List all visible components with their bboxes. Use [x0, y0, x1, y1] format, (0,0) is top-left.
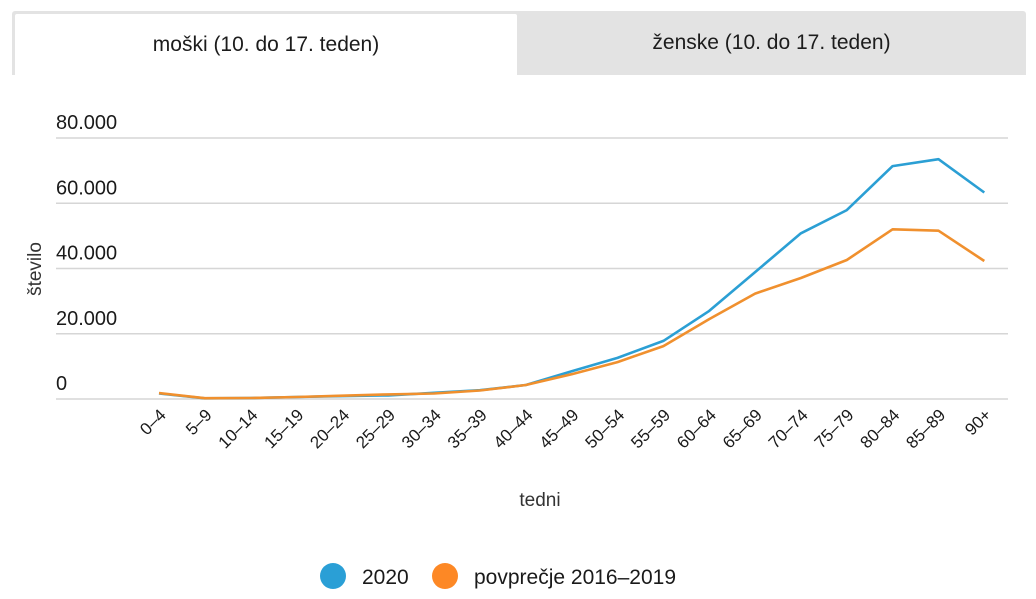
x-tick-label: 40–44 [490, 405, 537, 452]
x-tick-label: 10–14 [215, 405, 262, 452]
y-tick-label: 40.000 [56, 243, 117, 265]
x-tick-label: 75–79 [811, 405, 858, 452]
tab-bar: moški (10. do 17. teden) ženske (10. do … [12, 11, 1026, 75]
y-axis-title: število [25, 242, 46, 296]
x-tick-label: 35–39 [444, 405, 491, 452]
x-tick-label: 80–84 [857, 405, 904, 452]
series-lines [158, 157, 986, 400]
x-tick-label: 55–59 [627, 405, 674, 452]
y-tick-label: 0 [56, 373, 67, 395]
x-tick-label: 70–74 [765, 405, 812, 452]
x-tick-label: 20–24 [306, 405, 353, 452]
series-line-2020[interactable] [158, 157, 986, 400]
x-axis-title: tedni [519, 490, 560, 511]
series-line-povprecje[interactable] [158, 228, 986, 400]
legend-marker-2020[interactable] [320, 563, 346, 589]
x-tick-label: 0–4 [136, 405, 169, 438]
legend-marker-povprecje[interactable] [432, 563, 458, 589]
x-tick-label: 15–19 [261, 405, 308, 452]
y-tick-label: 60.000 [56, 177, 117, 199]
x-axis-ticks: 0–4 5–910–1415–1920–2425–2930–3435–3940–4… [136, 405, 995, 452]
x-tick-label: 60–64 [673, 405, 720, 452]
x-tick-label: 85–89 [902, 405, 949, 452]
tab-zenske[interactable]: ženske (10. do 17. teden) [652, 31, 891, 54]
legend: 2020 povprečje 2016–2019 [320, 563, 676, 589]
x-tick-label: 45–49 [536, 405, 583, 452]
gridlines [56, 137, 1008, 400]
x-tick-label: 30–34 [398, 405, 445, 452]
legend-label-2020[interactable]: 2020 [362, 566, 409, 589]
x-tick-label: 90+ [961, 405, 995, 439]
tab-moski[interactable]: moški (10. do 17. teden) [15, 14, 517, 75]
x-tick-label: 50–54 [581, 405, 628, 452]
x-tick-label: 65–69 [719, 405, 766, 452]
x-tick-label: 5–9 [182, 405, 215, 438]
y-tick-label: 20.000 [56, 308, 117, 330]
x-tick-label: 25–29 [352, 405, 399, 452]
y-tick-label: 80.000 [56, 112, 117, 134]
legend-label-povprecje[interactable]: povprečje 2016–2019 [474, 566, 676, 589]
y-axis-ticks: 0 20.000 40.000 60.000 80.000 [56, 112, 117, 395]
